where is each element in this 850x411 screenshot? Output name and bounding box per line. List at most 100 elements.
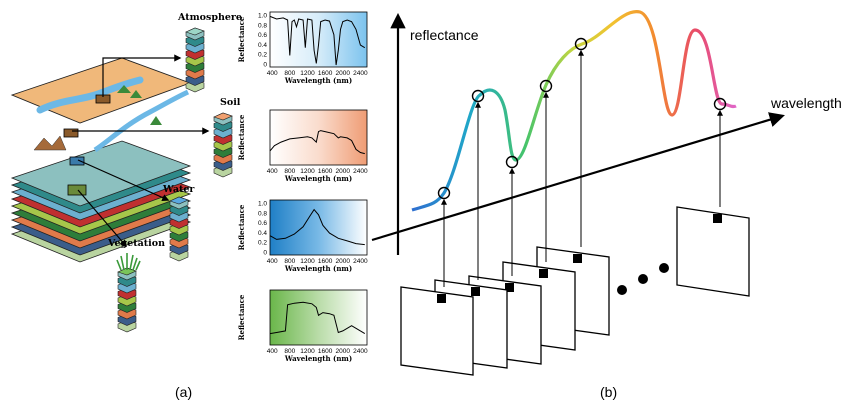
water-stack [169, 196, 189, 262]
spectrum-curve [411, 10, 737, 212]
chart-ytick: 0 [263, 250, 267, 257]
chart-xlabel: Wavelength (nm) [284, 174, 352, 183]
pixel-marker [713, 214, 722, 223]
ellipsis-dots [617, 263, 669, 295]
chart-xlabel: Wavelength (nm) [284, 76, 352, 85]
soil-stack [213, 112, 233, 178]
arrow-to-atmosphere [102, 54, 182, 97]
chart-ylabel: Reflectance [237, 204, 246, 250]
chart-xtick: 400 [267, 348, 278, 355]
vegetation-stack [117, 267, 137, 333]
spectrum-chart-soil: Reflectance 400 800 1200 1600 2000 2400Wavelen… [237, 109, 368, 183]
chart-ytick: 0.8 [258, 210, 267, 217]
soil-sample-pit [63, 128, 79, 138]
chart-ytick: 0.2 [258, 52, 267, 59]
mountain-icon [33, 135, 67, 151]
chart-xtick: 1200 [300, 168, 315, 175]
chart-xlabel: Wavelength (nm) [284, 354, 352, 363]
chart-xtick: 800 [284, 348, 295, 355]
panel-b: reflectance wavelength [371, 10, 842, 376]
chart-xtick: 2000 [336, 258, 351, 265]
vegetation-sample-pit [67, 184, 87, 196]
spectrum-line [269, 15, 366, 66]
tree-icon [117, 85, 131, 93]
chart-ytick: 0.4 [258, 42, 267, 49]
landscape-layer [10, 140, 192, 207]
sample-point [574, 37, 588, 51]
band-images [400, 206, 750, 376]
chart-xtick: 2000 [336, 70, 351, 77]
chart-xtick: 1200 [300, 348, 315, 355]
chart-xtick: 800 [284, 70, 295, 77]
label-water: Water [162, 184, 195, 195]
chart-ylabel: Reflectance [237, 16, 246, 62]
chart-ytick: 0 [263, 62, 267, 69]
chart-ytick: 0.2 [258, 240, 267, 247]
spectrum-chart-vegetation: Reflectance 400 800 1200 1600 2000 2400Wavelen… [237, 289, 368, 363]
chart-xtick: 400 [267, 70, 278, 77]
sample-point [471, 89, 485, 103]
sample-point [505, 155, 519, 169]
pixel-marker [437, 294, 446, 303]
x-axis-label: wavelength [770, 95, 842, 111]
label-vegetation: Vegetation [107, 238, 165, 249]
sample-point [539, 79, 553, 93]
pixel-marker [505, 283, 514, 292]
chart-xlabel: Wavelength (nm) [284, 264, 352, 273]
tree-icon [130, 90, 142, 98]
sample-point [437, 186, 451, 200]
band-image-last [676, 206, 750, 297]
chart-xtick: 1600 [318, 168, 333, 175]
chart-xtick: 2000 [336, 348, 351, 355]
chart-xtick: 1200 [300, 258, 315, 265]
chart-ylabel: Reflectance [237, 114, 246, 160]
chart-xtick: 2400 [353, 168, 368, 175]
sample-point [713, 97, 727, 111]
chart-ytick: 0.8 [258, 22, 267, 29]
chart-ytick: 1.0 [258, 201, 267, 208]
label-soil: Soil [220, 97, 241, 108]
chart-ytick: 0.6 [258, 220, 267, 227]
chart-xtick: 1600 [318, 258, 333, 265]
landscape-stack [10, 57, 192, 263]
arrow-to-vegetation [77, 189, 127, 248]
chart-xtick: 2000 [336, 168, 351, 175]
pixel-marker [573, 254, 582, 263]
caption-b: (b) [600, 384, 617, 400]
chart-xtick: 1600 [318, 70, 333, 77]
label-atmosphere: Atmosphere [177, 12, 242, 23]
chart-xtick: 2400 [353, 258, 368, 265]
water-sample-pit [69, 156, 85, 166]
chart-xtick: 2400 [353, 70, 368, 77]
arrow-to-water [77, 159, 170, 201]
chart-xtick: 1200 [300, 70, 315, 77]
sample-points [437, 37, 727, 287]
spectrum-line [269, 301, 366, 335]
pixel-marker [471, 287, 480, 296]
chart-xtick: 400 [267, 258, 278, 265]
y-axis-label: reflectance [410, 27, 479, 43]
chart-xtick: 1600 [318, 348, 333, 355]
caption-a: (a) [175, 384, 192, 400]
x-axis [371, 112, 785, 242]
tree-icon [150, 116, 162, 125]
atmosphere-stack [185, 27, 205, 93]
chart-ytick: 0.6 [258, 32, 267, 39]
chart-ytick: 1.0 [258, 13, 267, 20]
band-image [400, 286, 474, 376]
chart-xtick: 2400 [353, 348, 368, 355]
spectrum-line [269, 130, 365, 155]
chart-xtick: 400 [267, 168, 278, 175]
chart-ytick: 0.4 [258, 230, 267, 237]
spectrum-line [269, 208, 365, 246]
grass-icon [116, 253, 141, 271]
chart-ylabel: Reflectance [237, 294, 246, 340]
chart-xtick: 800 [284, 258, 295, 265]
chart-xtick: 800 [284, 168, 295, 175]
pixel-marker [539, 269, 548, 278]
landscape-top [10, 57, 192, 153]
